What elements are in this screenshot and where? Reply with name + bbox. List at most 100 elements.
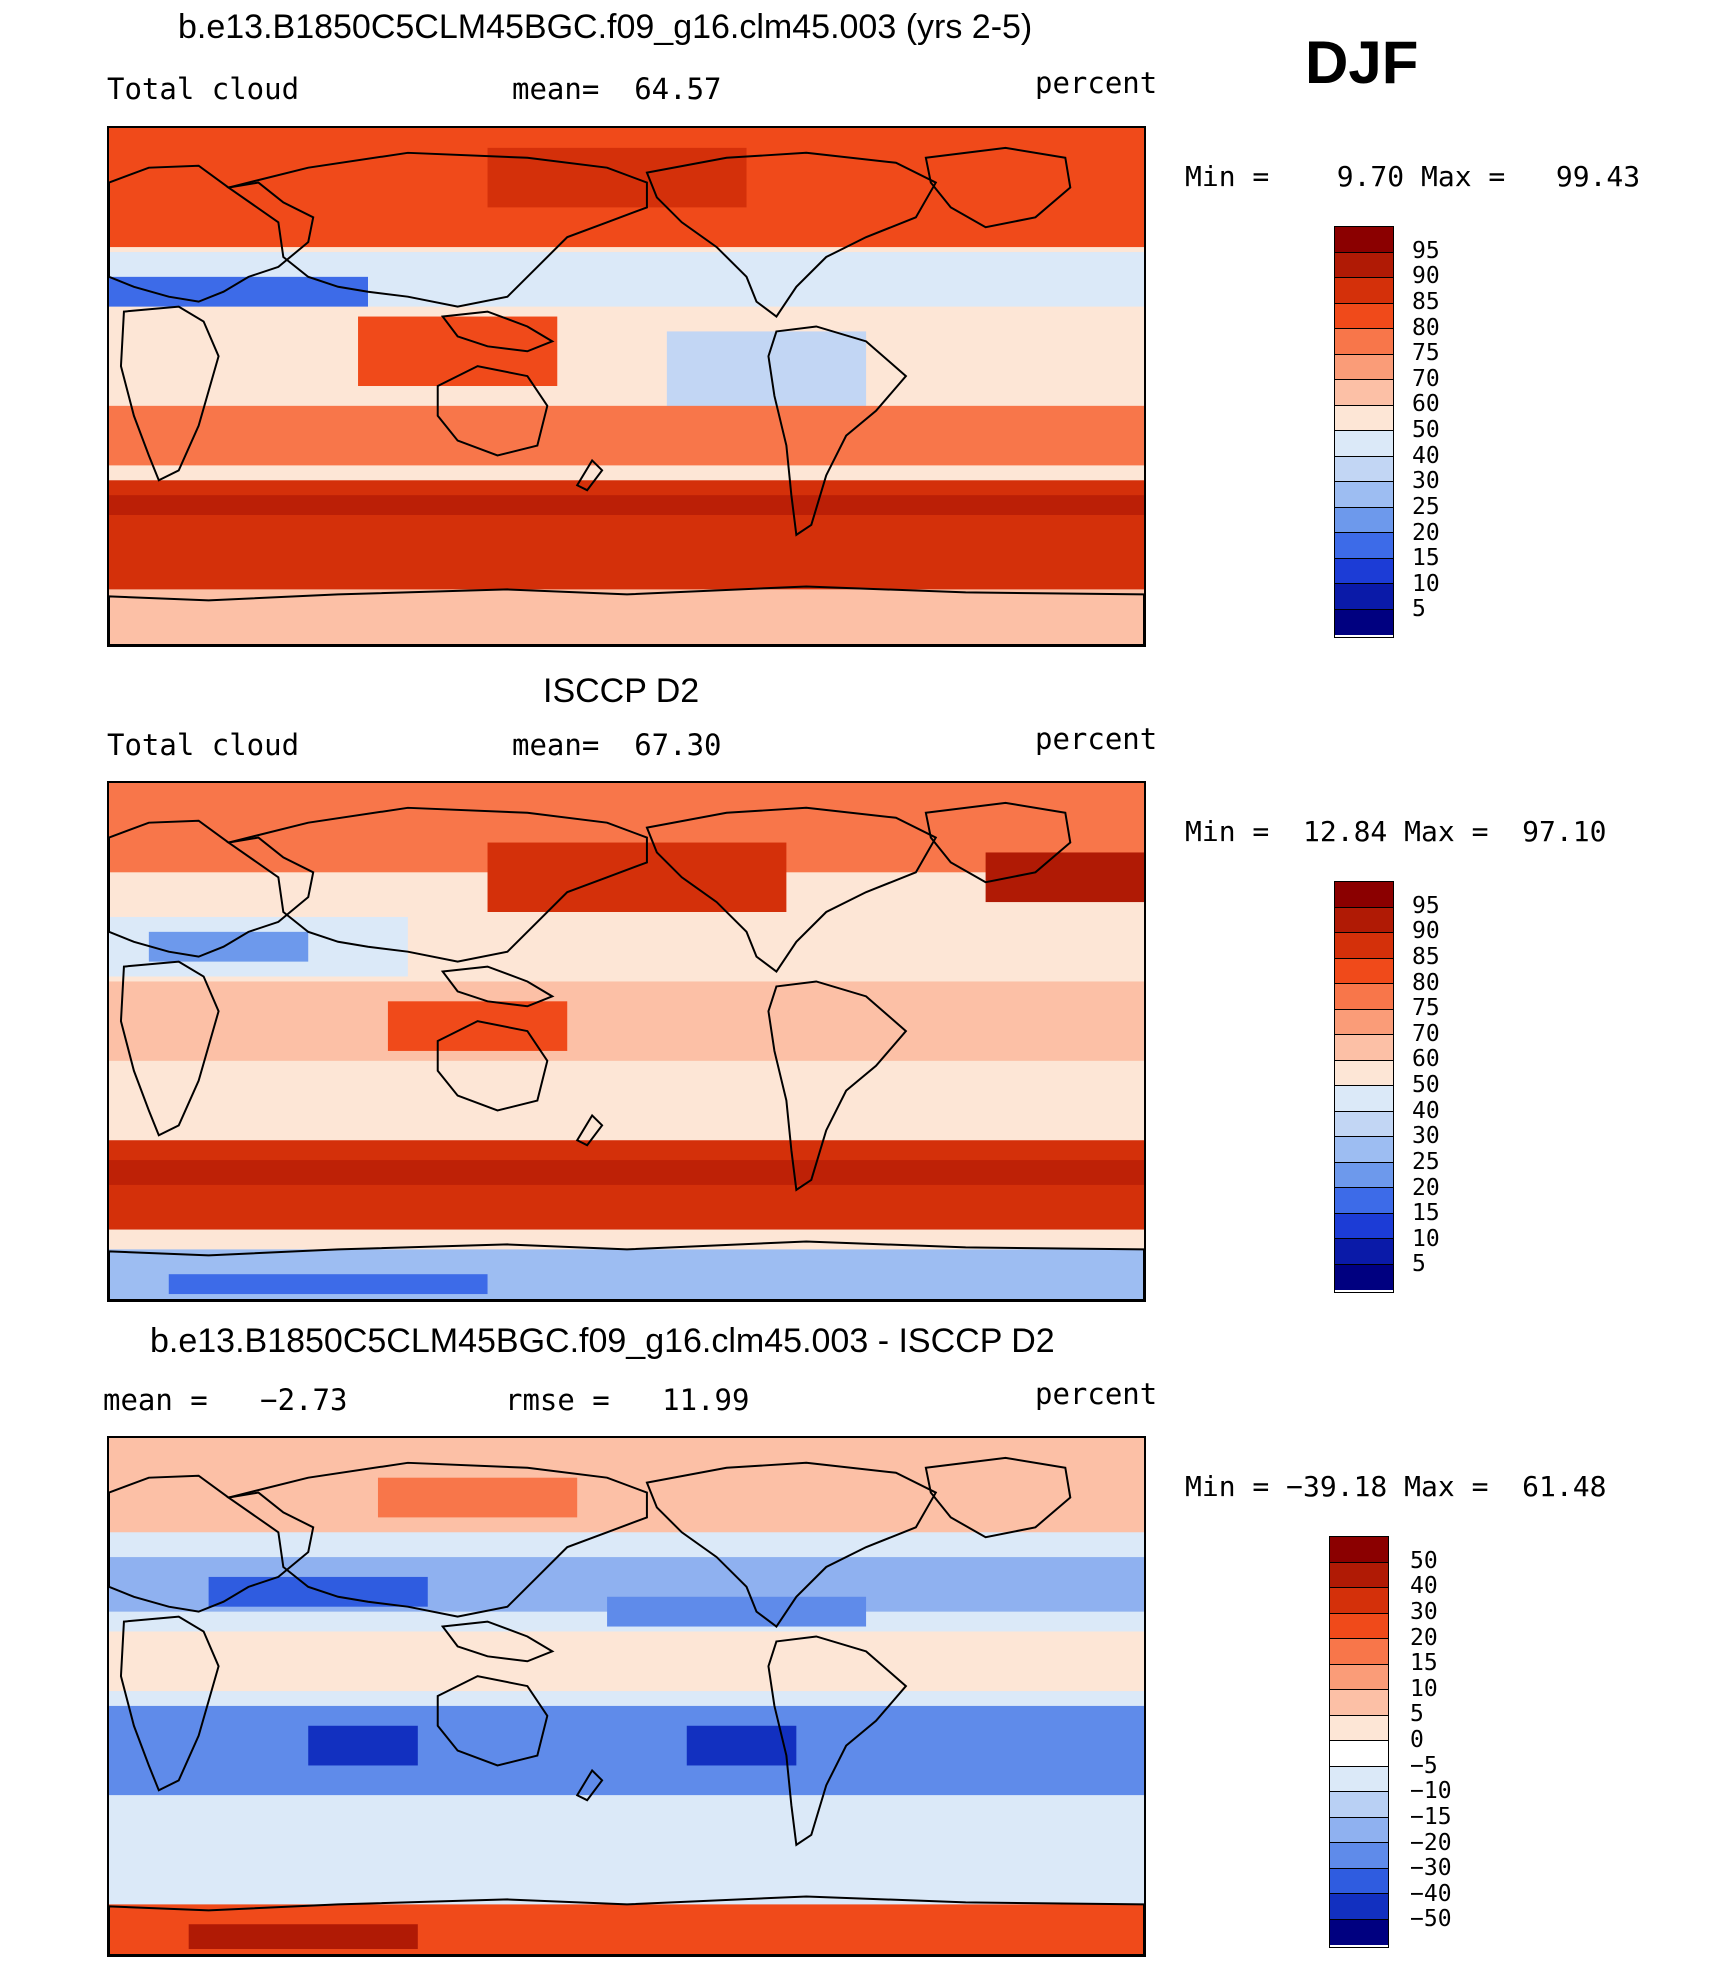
colorbar-label: 60	[1412, 1046, 1440, 1073]
colorbar-swatch	[1335, 1162, 1393, 1188]
coastline	[119, 305, 220, 482]
coastline	[436, 1675, 549, 1767]
colorbar-swatch	[1335, 329, 1393, 355]
colorbar-swatch	[1330, 1843, 1388, 1869]
colorbar-swatch	[1330, 1868, 1388, 1894]
contour-band	[387, 1001, 568, 1051]
coastline	[575, 1113, 604, 1147]
colorbar-swatch	[1330, 1562, 1388, 1588]
colorbar-label: 20	[1412, 1174, 1440, 1201]
panel-1-units-label: percent	[1035, 66, 1158, 100]
colorbar-label: 85	[1412, 288, 1440, 315]
colorbar-swatch	[1335, 1086, 1393, 1112]
colorbar-swatch	[1335, 1111, 1393, 1137]
contour-band	[109, 405, 1144, 466]
colorbar-swatch	[1335, 278, 1393, 304]
panel-1-mean-label: mean= 64.57	[512, 72, 722, 106]
colorbar-label: −10	[1410, 1778, 1452, 1805]
coastline	[440, 965, 555, 1008]
panel-1-map-canvas	[109, 128, 1144, 645]
colorbar-swatch	[1335, 958, 1393, 984]
colorbar-swatch	[1330, 1537, 1388, 1563]
colorbar-swatch	[1330, 1613, 1388, 1639]
coastline	[924, 801, 1072, 884]
colorbar-swatch	[1335, 1035, 1393, 1061]
panel-2-variable-label: Total cloud	[107, 728, 300, 762]
colorbar-label: 75	[1412, 340, 1440, 367]
panel-3-colorbar	[1329, 1536, 1389, 1948]
contour-band	[666, 331, 867, 411]
contour-band	[148, 931, 309, 962]
panel-1-title: b.e13.B1850C5CLM45BGC.f09_g16.clm45.003 …	[178, 8, 1033, 46]
colorbar-label: 15	[1412, 545, 1440, 572]
panel-1-colorbar	[1334, 226, 1394, 638]
coastline	[645, 1461, 938, 1628]
colorbar-swatch	[1330, 1817, 1388, 1843]
colorbar-label: −50	[1410, 1906, 1452, 1933]
colorbar-label: 15	[1412, 1200, 1440, 1227]
colorbar-swatch	[1330, 1766, 1388, 1792]
colorbar-label: 0	[1410, 1727, 1424, 1753]
cloud-field	[109, 1438, 1144, 1955]
colorbar-swatch	[1335, 907, 1393, 933]
colorbar-swatch	[1335, 882, 1393, 908]
colorbar-swatch	[1335, 252, 1393, 278]
colorbar-label: 90	[1412, 263, 1440, 290]
colorbar-label: 85	[1412, 943, 1440, 970]
contour-band	[109, 1140, 1144, 1230]
coastline	[226, 806, 648, 963]
colorbar-swatch	[1330, 1919, 1388, 1945]
colorbar-label: 15	[1410, 1650, 1438, 1677]
coastline	[109, 1240, 1144, 1300]
colorbar-swatch	[1335, 609, 1393, 635]
colorbar-swatch	[1335, 1137, 1393, 1163]
panel-3-rmse-label: rmse = 11.99	[505, 1383, 750, 1417]
colorbar-swatch	[1335, 303, 1393, 329]
coastline	[440, 310, 555, 353]
contour-band	[607, 1596, 867, 1627]
coastline	[645, 806, 938, 973]
coastline	[109, 819, 315, 958]
panel-3-units-label: percent	[1035, 1377, 1158, 1411]
contour-band	[109, 1795, 1144, 1905]
panel-1-map	[107, 126, 1146, 647]
colorbar-label: 25	[1412, 1148, 1440, 1175]
contour-band	[686, 1725, 797, 1766]
colorbar-label: 40	[1412, 442, 1440, 469]
coastline	[436, 365, 549, 457]
panel-2-minmax: Min = 12.84 Max = 97.10	[1185, 815, 1607, 848]
colorbar-swatch	[1335, 1264, 1393, 1290]
panel-2-colorbar	[1334, 881, 1394, 1293]
coastlines	[109, 801, 1144, 1300]
coastline	[119, 960, 220, 1137]
panel-3-map-canvas	[109, 1438, 1144, 1955]
coastline	[767, 980, 908, 1192]
panel-3-minmax: Min = −39.18 Max = 61.48	[1185, 1470, 1607, 1503]
colorbar-label: −5	[1410, 1752, 1438, 1779]
colorbar-swatch	[1330, 1639, 1388, 1665]
colorbar-swatch	[1330, 1792, 1388, 1818]
panel-2-map	[107, 781, 1146, 1302]
colorbar-label: 40	[1410, 1573, 1438, 1600]
colorbar-swatch	[1335, 227, 1393, 253]
contour-band	[109, 1160, 1144, 1185]
coastline	[436, 1020, 549, 1112]
coastline	[767, 1635, 908, 1847]
contour-band	[109, 480, 1144, 590]
coastline	[109, 1474, 315, 1613]
colorbar-swatch	[1335, 380, 1393, 406]
colorbar-label: 30	[1412, 1123, 1440, 1150]
colorbar-label: −30	[1410, 1855, 1452, 1882]
coastline	[109, 585, 1144, 645]
colorbar-swatch	[1335, 456, 1393, 482]
colorbar-label: 5	[1410, 1701, 1424, 1728]
colorbar-swatch	[1335, 482, 1393, 508]
colorbar-label: 50	[1412, 417, 1440, 443]
colorbar-label: 40	[1412, 1097, 1440, 1124]
colorbar-swatch	[1330, 1588, 1388, 1614]
colorbar-label: 90	[1412, 918, 1440, 945]
colorbar-label: −40	[1410, 1880, 1452, 1907]
colorbar-label: 50	[1410, 1547, 1438, 1574]
colorbar-label: −20	[1410, 1829, 1452, 1856]
colorbar-label: 95	[1412, 892, 1440, 919]
